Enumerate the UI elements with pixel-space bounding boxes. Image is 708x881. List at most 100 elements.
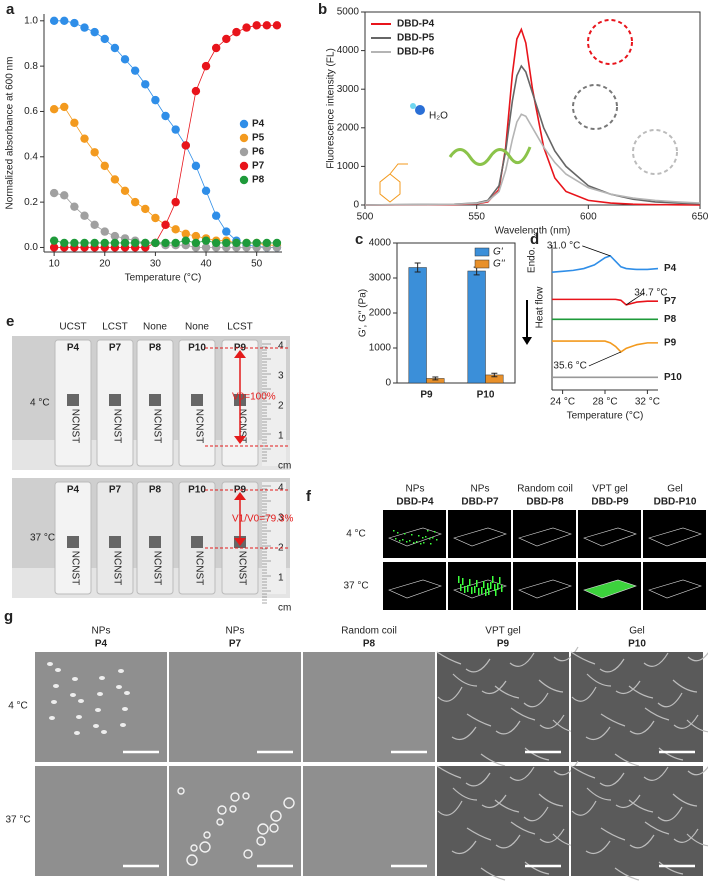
vial-label: P7 [109, 343, 122, 354]
data-point [60, 16, 69, 25]
nanoparticle [51, 700, 57, 704]
series-line [364, 113, 701, 206]
pore-wall [495, 834, 521, 849]
vial-text: NCNST [69, 409, 80, 443]
column-type: Random coil [517, 484, 573, 495]
y-tick-label: 2000 [337, 122, 360, 133]
vial-label: P10 [188, 343, 206, 354]
pore-wall [614, 867, 640, 881]
data-point [161, 238, 170, 248]
fluorescent-spot [469, 579, 471, 586]
pore-wall [644, 821, 670, 835]
data-point [181, 229, 190, 239]
confocal-image [513, 510, 576, 558]
data-point [110, 175, 120, 184]
legend-label: P8 [252, 175, 265, 186]
data-point [171, 125, 180, 134]
x-tick-label: 28 °C [592, 397, 617, 408]
pore-wall [571, 686, 597, 702]
data-point [120, 238, 130, 248]
bar [467, 270, 486, 384]
y-tick-label: 2000 [369, 308, 392, 319]
column-name: P4 [95, 639, 108, 650]
x-tick-label: 500 [357, 212, 374, 223]
panel-letter: g [4, 608, 13, 625]
data-point [252, 238, 261, 248]
legend-label: G' [493, 247, 504, 258]
data-point [90, 148, 99, 157]
volume-label: V1/V0=79.3% [232, 514, 294, 525]
nanoparticle [256, 836, 266, 846]
fluorescent-spot [488, 588, 490, 595]
data-point [151, 213, 160, 223]
data-point [242, 238, 251, 248]
endo-arrowhead [522, 337, 532, 345]
legend-label: G'' [493, 259, 506, 270]
fluorescent-spot [478, 588, 480, 595]
fluorescent-spot [413, 542, 415, 544]
fluorescent-spot [474, 586, 476, 593]
data-point [171, 225, 180, 234]
series-line [552, 340, 658, 353]
data-point [49, 105, 59, 114]
fluorescent-spot [395, 538, 397, 540]
data-point [151, 95, 160, 105]
molecule [415, 105, 425, 115]
column-type: NPs [406, 484, 425, 495]
column-type: VPT gel [592, 484, 627, 495]
legend-label: DBD-P4 [397, 19, 435, 30]
annotation: H₂O [429, 111, 448, 122]
data-point [201, 236, 211, 245]
pore-wall [495, 720, 521, 735]
pore-wall [571, 800, 597, 816]
nanoparticle [99, 676, 105, 680]
pore-wall [538, 679, 564, 693]
ruler-mark: 1 [278, 431, 284, 442]
legend-swatch [474, 247, 490, 257]
sem-image [35, 652, 167, 762]
sample-outline [518, 527, 572, 547]
ruler-mark: 2 [278, 401, 284, 412]
fluorescent-spot [481, 587, 483, 594]
pore-wall [539, 714, 565, 729]
pore-wall [538, 793, 564, 807]
sem-image [303, 652, 435, 762]
fluorescent-spot [399, 540, 401, 542]
nanoparticle [270, 810, 282, 822]
series-label: P4 [664, 263, 677, 274]
pore-wall [586, 787, 612, 801]
fluorescent-spot [436, 539, 438, 541]
data-point [90, 220, 99, 229]
pore-wall [494, 799, 520, 813]
confocal-image [448, 562, 511, 610]
fluorescent-spot [434, 531, 436, 533]
column-name: P8 [363, 639, 376, 650]
data-point [130, 238, 140, 248]
fluorescent-spot [467, 585, 469, 592]
fluorescent-spot [429, 538, 431, 540]
data-point [80, 238, 89, 248]
data-point [100, 34, 109, 44]
data-point [90, 238, 99, 248]
fluorescent-spot [432, 537, 434, 539]
confocal-image [643, 562, 706, 610]
fluorescent-spot [458, 576, 460, 583]
data-point [191, 86, 201, 96]
error-bar [491, 372, 498, 378]
pore-wall [510, 707, 536, 721]
fluorescent-spot [397, 532, 399, 534]
data-point [141, 238, 150, 248]
nanoparticle [216, 818, 224, 826]
series-label: P10 [664, 372, 682, 383]
data-point [262, 21, 272, 30]
vial-label: P8 [149, 343, 162, 354]
data-point [242, 23, 251, 32]
fluorescent-spot [420, 543, 422, 545]
ruler-mark: 3 [278, 513, 284, 524]
y-tick-label: 1.0 [24, 15, 38, 26]
pore-wall [465, 658, 491, 673]
y-tick-label: 0.8 [24, 61, 38, 72]
x-tick-label: 50 [251, 259, 263, 270]
pore-wall [672, 793, 698, 807]
column-type: UCST [59, 322, 86, 333]
